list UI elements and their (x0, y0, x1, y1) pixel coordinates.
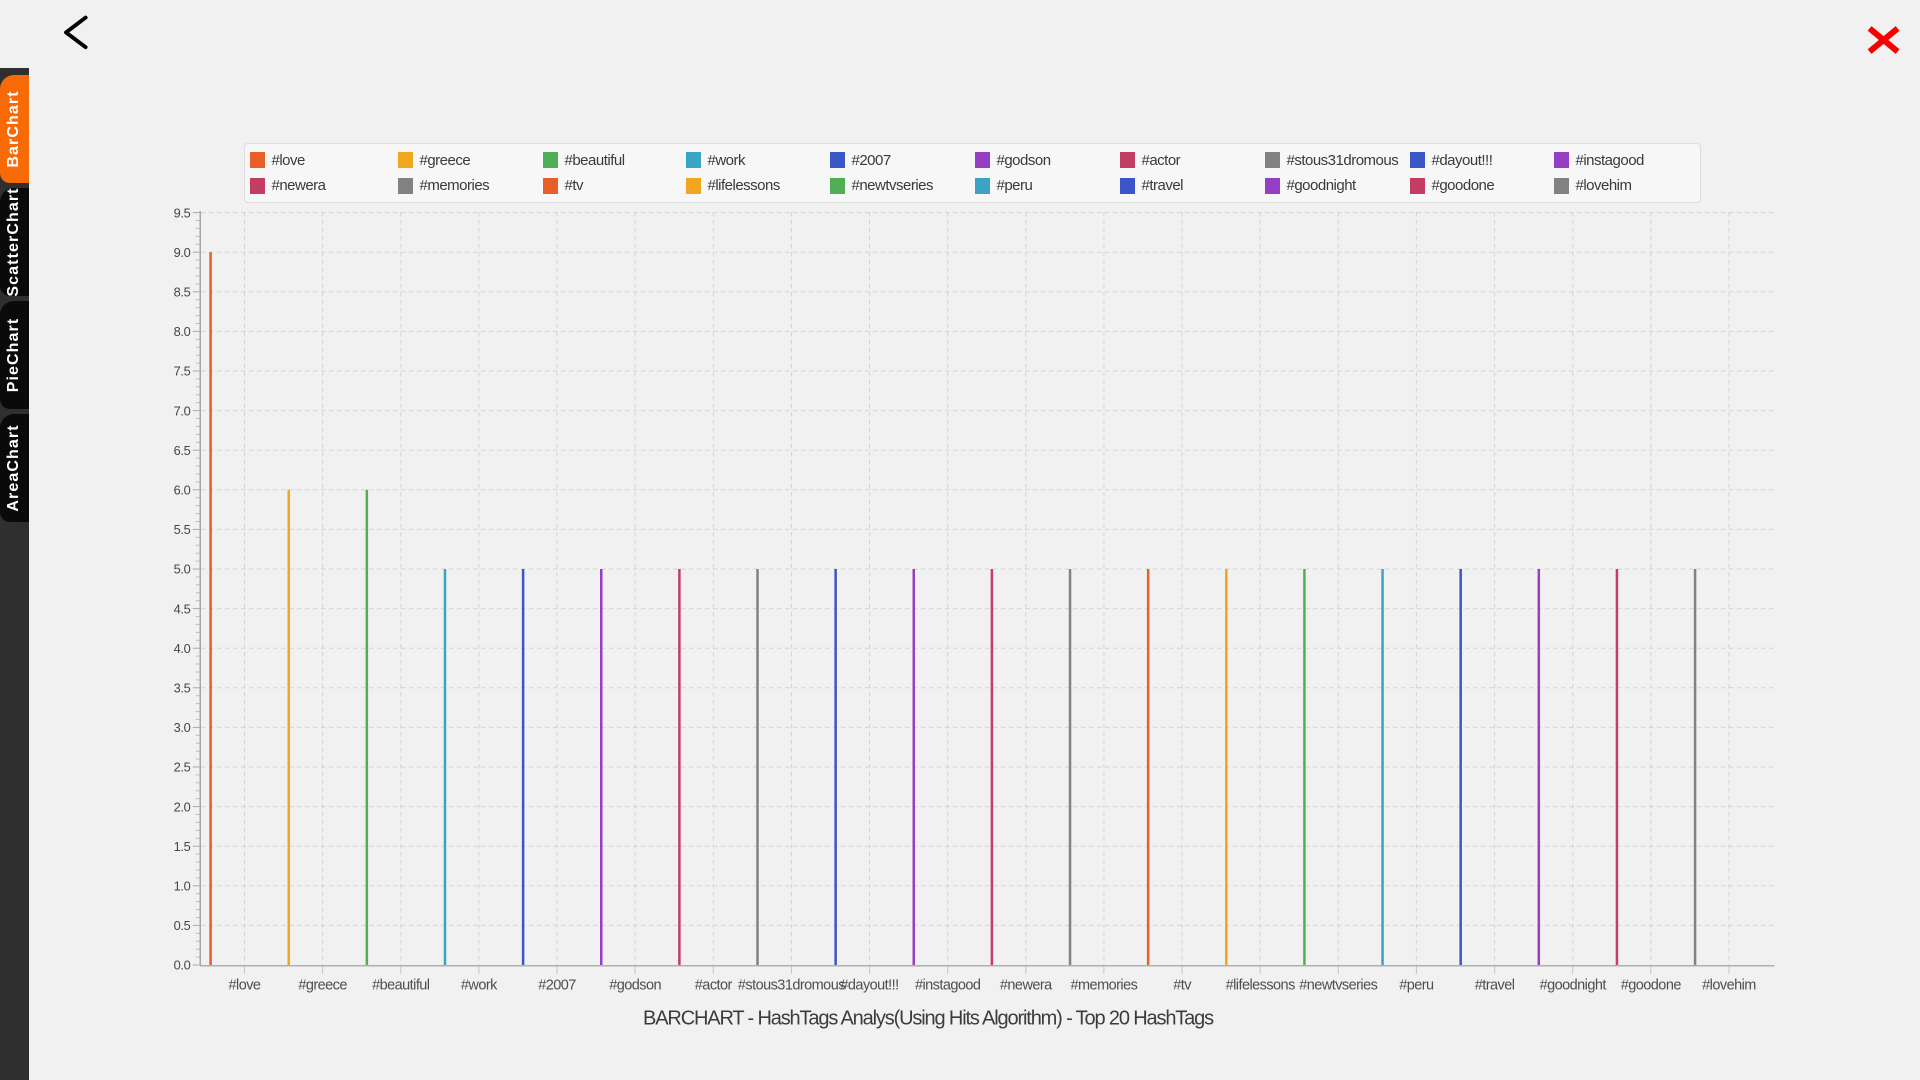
svg-text:BARCHART - HashTags Analys(Usi: BARCHART - HashTags Analys(Using Hits Al… (643, 1008, 1214, 1030)
svg-text:#2007: #2007 (538, 977, 576, 993)
svg-text:#lifelessons: #lifelessons (1226, 977, 1295, 993)
svg-text:#goodnight: #goodnight (1540, 977, 1607, 993)
svg-text:#instagood: #instagood (915, 977, 981, 993)
svg-text:#newera: #newera (1000, 977, 1053, 993)
svg-text:8.0: 8.0 (174, 324, 191, 339)
svg-text:3.0: 3.0 (174, 720, 191, 735)
svg-text:#dayout!!!: #dayout!!! (840, 977, 898, 993)
svg-text:7.5: 7.5 (174, 364, 191, 379)
svg-text:1.5: 1.5 (174, 839, 191, 854)
svg-text:#newtvseries: #newtvseries (1299, 977, 1377, 993)
svg-text:#lovehim: #lovehim (1702, 977, 1756, 993)
svg-text:#beautiful: #beautiful (372, 977, 430, 993)
svg-text:#memories: #memories (1071, 977, 1138, 993)
svg-text:2.5: 2.5 (174, 760, 191, 775)
svg-text:#tv: #tv (1173, 977, 1192, 993)
svg-text:7.0: 7.0 (174, 403, 191, 418)
svg-text:5.5: 5.5 (174, 522, 191, 537)
svg-text:6.0: 6.0 (174, 483, 191, 498)
svg-text:9.0: 9.0 (174, 245, 191, 260)
svg-text:4.5: 4.5 (174, 601, 191, 616)
svg-text:0.0: 0.0 (174, 958, 191, 973)
svg-text:#work: #work (461, 977, 498, 993)
svg-text:5.0: 5.0 (174, 562, 191, 577)
svg-text:#love: #love (229, 977, 261, 993)
svg-text:2.0: 2.0 (174, 799, 191, 814)
svg-text:#goodone: #goodone (1621, 977, 1682, 993)
svg-text:#actor: #actor (695, 977, 733, 993)
svg-text:3.5: 3.5 (174, 681, 191, 696)
svg-text:1.0: 1.0 (174, 879, 191, 894)
svg-text:8.5: 8.5 (174, 285, 191, 300)
svg-text:4.0: 4.0 (174, 641, 191, 656)
svg-text:6.5: 6.5 (174, 443, 191, 458)
svg-text:0.5: 0.5 (174, 918, 191, 933)
svg-text:#godson: #godson (609, 977, 661, 993)
svg-text:#greece: #greece (298, 977, 347, 993)
svg-text:#stous31dromous: #stous31dromous (738, 977, 845, 993)
svg-text:9.5: 9.5 (174, 205, 191, 220)
svg-text:#peru: #peru (1399, 977, 1434, 993)
svg-text:#travel: #travel (1475, 977, 1515, 993)
